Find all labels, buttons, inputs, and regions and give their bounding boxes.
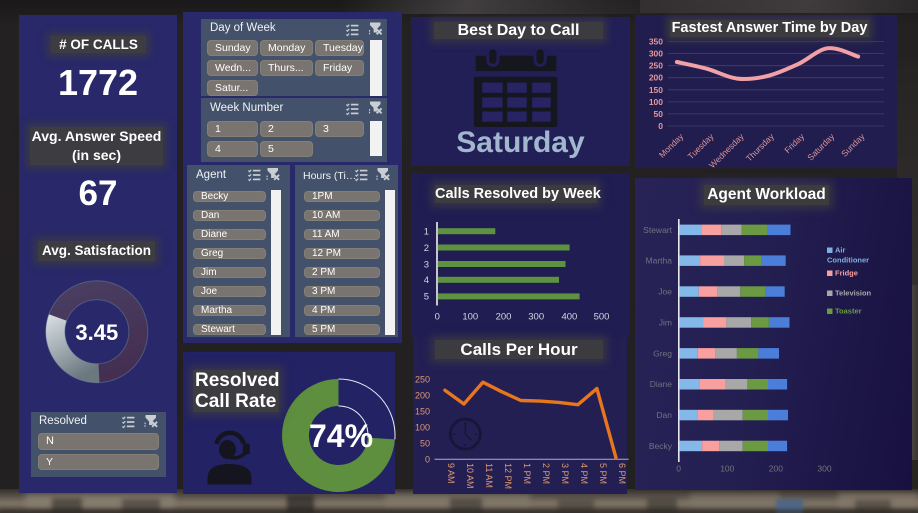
svg-text:1 PM: 1 PM xyxy=(522,463,532,484)
svg-text:Friday: Friday xyxy=(782,131,806,155)
svg-text:9 AM: 9 AM xyxy=(446,463,456,484)
svg-text:0: 0 xyxy=(435,312,440,323)
svg-text:50: 50 xyxy=(654,109,664,119)
svg-text:1: 1 xyxy=(424,227,429,238)
svg-text:10 AM: 10 AM xyxy=(465,463,475,489)
svg-text:12 PM: 12 PM xyxy=(503,463,513,489)
svg-text:50: 50 xyxy=(420,439,430,449)
svg-text:5: 5 xyxy=(424,292,429,303)
svg-text:4: 4 xyxy=(424,275,429,286)
svg-text:Jim: Jim xyxy=(659,317,672,327)
svg-text:250: 250 xyxy=(649,61,663,71)
svg-text:500: 500 xyxy=(594,312,610,323)
svg-text:100: 100 xyxy=(720,464,734,474)
svg-text:350: 350 xyxy=(649,37,663,47)
svg-text:4 PM: 4 PM xyxy=(579,463,589,484)
svg-text:Martha: Martha xyxy=(646,256,673,266)
svg-text:Monday: Monday xyxy=(657,131,686,160)
svg-text:0: 0 xyxy=(676,464,681,474)
svg-text:5 PM: 5 PM xyxy=(598,463,608,484)
svg-text:400: 400 xyxy=(561,312,577,323)
svg-text:Television: Television xyxy=(835,289,872,298)
svg-text:Joe: Joe xyxy=(658,287,672,297)
svg-text:2: 2 xyxy=(424,243,429,254)
svg-text:0: 0 xyxy=(425,455,430,465)
svg-text:Greg: Greg xyxy=(653,348,672,358)
svg-text:2 PM: 2 PM xyxy=(541,463,551,484)
svg-text:0: 0 xyxy=(658,121,663,131)
svg-text:Dan: Dan xyxy=(656,410,672,420)
svg-text:Fridge: Fridge xyxy=(835,269,858,278)
svg-text:200: 200 xyxy=(496,312,512,323)
svg-text:200: 200 xyxy=(649,73,663,83)
svg-text:150: 150 xyxy=(649,85,663,95)
svg-text:250: 250 xyxy=(415,375,430,385)
svg-text:300: 300 xyxy=(649,49,663,59)
svg-text:200: 200 xyxy=(769,464,783,474)
svg-text:3: 3 xyxy=(424,259,429,270)
svg-text:Tuesday: Tuesday xyxy=(686,131,716,161)
svg-text:100: 100 xyxy=(415,423,430,433)
svg-text:Thursday: Thursday xyxy=(744,131,777,164)
svg-text:3.45: 3.45 xyxy=(75,320,118,345)
svg-text:Sunday: Sunday xyxy=(839,131,867,159)
svg-text:Saturday: Saturday xyxy=(805,131,837,163)
svg-text:6 PM: 6 PM xyxy=(617,463,627,484)
svg-text:150: 150 xyxy=(415,407,430,417)
svg-text:100: 100 xyxy=(462,312,478,323)
svg-text:Conditioner: Conditioner xyxy=(827,256,869,265)
svg-text:300: 300 xyxy=(817,464,831,474)
svg-text:11 AM: 11 AM xyxy=(484,463,494,488)
svg-text:Air: Air xyxy=(835,246,846,255)
svg-text:Diane: Diane xyxy=(650,379,672,389)
svg-text:Stewart: Stewart xyxy=(643,225,672,235)
svg-text:3 PM: 3 PM xyxy=(560,463,570,484)
svg-text:Becky: Becky xyxy=(649,441,673,451)
svg-text:200: 200 xyxy=(415,391,430,401)
svg-text:300: 300 xyxy=(528,312,544,323)
svg-text:Toaster: Toaster xyxy=(835,307,862,316)
svg-text:100: 100 xyxy=(649,97,663,107)
